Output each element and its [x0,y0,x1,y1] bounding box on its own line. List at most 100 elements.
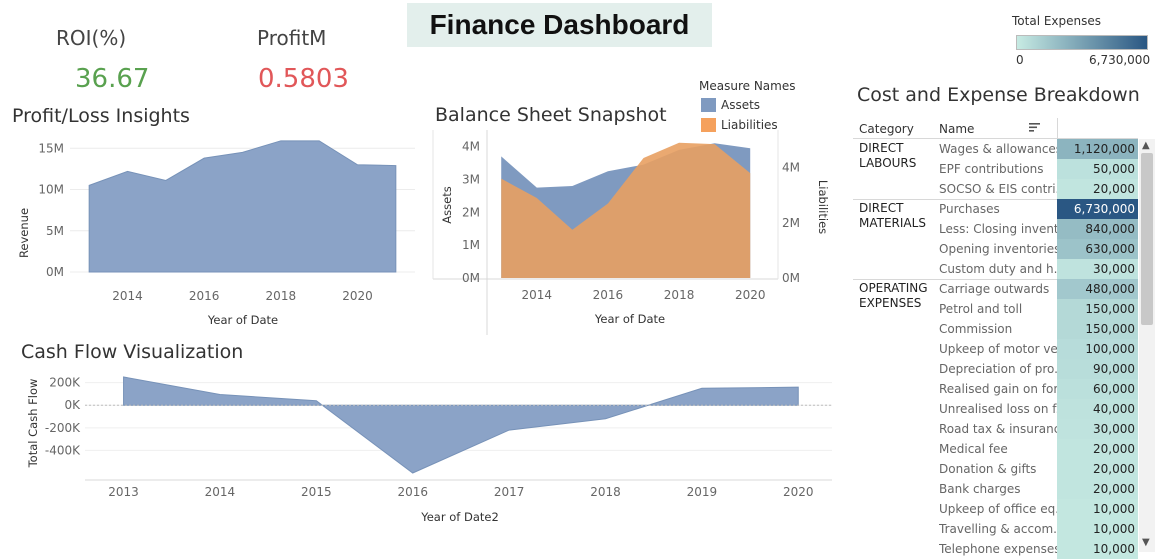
cash-flow-xtick: 2015 [301,485,332,499]
row-name: Donation & gifts [939,462,1037,476]
row-name: SOCSO & EIS contri.. [939,182,1057,196]
table-row[interactable]: Less: Closing invent.. 840,000 [853,219,1138,239]
row-name: Purchases [939,202,1000,216]
cash-flow-xtick: 2013 [108,485,139,499]
measure-legend-title: Measure Names [699,79,796,93]
row-value: 40,000 [1057,399,1138,419]
cash-flow-xtick: 2016 [397,485,428,499]
row-value: 30,000 [1057,259,1138,279]
cash-flow-xtick: 2019 [687,485,718,499]
scroll-up-icon[interactable]: ▲ [1142,140,1150,151]
table-row[interactable]: Bank charges 20,000 [853,479,1138,499]
table-row[interactable]: Purchases 6,730,000 [853,199,1138,219]
balance-sheet-y2tick: 0M [782,271,800,285]
balance-sheet-ytick: 2M [462,205,480,219]
profit-loss-xtick: 2018 [266,289,297,303]
table-row[interactable]: SOCSO & EIS contri.. 20,000 [853,179,1138,199]
column-header-name: Name [939,122,975,136]
row-name: Bank charges [939,482,1021,496]
profit-loss-xtick: 2020 [342,289,373,303]
table-row[interactable]: Carriage outwards 480,000 [853,279,1138,299]
liabilities-area [501,142,751,278]
row-name: Upkeep of motor ve.. [939,342,1057,356]
cash-flow-area [123,376,799,474]
row-value: 20,000 [1057,439,1138,459]
table-row[interactable]: Depreciation of pro.. 90,000 [853,359,1138,379]
legend-label-liabilities: Liabilities [721,118,778,132]
table-row[interactable]: Realised gain on for.. 60,000 [853,379,1138,399]
row-name: Unrealised loss on f.. [939,402,1057,416]
dashboard-title: Finance Dashboard [407,3,712,47]
table-row[interactable]: Road tax & insurance 30,000 [853,419,1138,439]
row-name: Road tax & insurance [939,422,1057,436]
balance-sheet-y2label: Liabilities [816,180,830,234]
cost-breakdown-title: Cost and Expense Breakdown [857,84,1140,106]
group-divider [853,199,1057,200]
row-value: 10,000 [1057,539,1138,559]
sort-icon[interactable] [1029,121,1041,133]
profit-loss-chart: 0M 5M 10M 15M 2014 2016 2018 2020 Revenue Year… [17,140,415,327]
table-row[interactable]: Upkeep of motor ve.. 100,000 [853,339,1138,359]
balance-sheet-y2tick: 2M [782,216,800,230]
row-value: 20,000 [1057,459,1138,479]
row-value: 1,120,000 [1057,139,1138,159]
profit-loss-ylabel: Revenue [17,208,31,258]
row-name: Upkeep of office eq.. [939,502,1057,516]
balance-sheet-y2tick: 4M [782,161,800,175]
table-row[interactable]: EPF contributions 50,000 [853,159,1138,179]
cash-flow-xtick: 2018 [590,485,621,499]
category-label: DIRECT MATERIALS [859,201,926,230]
table-row[interactable]: Travelling & accom.. 10,000 [853,519,1138,539]
balance-sheet-ytick: 1M [462,238,480,252]
balance-sheet-title: Balance Sheet Snapshot [435,104,667,126]
scroll-down-icon[interactable]: ▼ [1142,537,1150,548]
table-row[interactable]: Petrol and toll 150,000 [853,299,1138,319]
table-row[interactable]: Upkeep of office eq.. 10,000 [853,499,1138,519]
table-row[interactable]: Opening inventories 630,000 [853,239,1138,259]
row-value: 30,000 [1057,419,1138,439]
column-header-category: Category [859,122,914,136]
legend-swatch-assets [701,98,716,112]
cash-flow-xtick: 2020 [783,485,814,499]
balance-sheet-xtick: 2016 [593,288,624,302]
roi-label: ROI(%) [56,26,127,50]
balance-sheet-xtick: 2020 [735,288,766,302]
category-label: OPERATING EXPENSES [859,281,928,310]
balance-sheet-chart: 0M 1M 2M 3M 4M 0M 2M 4M 2014 2016 2018 2020 Asset… [432,130,830,335]
table-row[interactable]: Commission 150,000 [853,319,1138,339]
row-value: 90,000 [1057,359,1138,379]
row-value: 10,000 [1057,519,1138,539]
profit-loss-ytick: 10M [38,183,64,197]
row-name: Wages & allowances [939,142,1057,156]
table-row[interactable]: Telephone expenses 10,000 [853,539,1138,559]
cash-flow-xtick: 2014 [205,485,236,499]
table-row[interactable]: Medical fee 20,000 [853,439,1138,459]
table-row[interactable]: Custom duty and h.. 30,000 [853,259,1138,279]
profit-loss-title: Profit/Loss Insights [12,105,190,127]
profit-loss-xlabel: Year of Date [207,313,278,327]
profit-loss-xtick: 2014 [112,289,143,303]
row-value: 480,000 [1057,279,1138,299]
row-name: Travelling & accom.. [939,522,1057,536]
row-name: Opening inventories [939,242,1057,256]
row-value: 20,000 [1057,479,1138,499]
balance-sheet-xtick: 2018 [664,288,695,302]
row-value: 150,000 [1057,319,1138,339]
table-row[interactable]: Donation & gifts 20,000 [853,459,1138,479]
cash-flow-chart: 200K 0K -200K -400K 2013 2014 2015 2016 2017 201… [26,376,832,524]
row-value: 50,000 [1057,159,1138,179]
color-legend-title: Total Expenses [1012,14,1102,28]
table-row[interactable]: Wages & allowances 1,120,000 [853,139,1138,159]
cash-flow-ytick: -200K [45,421,81,435]
balance-sheet-ytick: 3M [462,172,480,186]
profit-loss-ytick: 5M [46,224,64,238]
row-value: 840,000 [1057,219,1138,239]
legend-swatch-liabilities [701,118,716,132]
table-row[interactable]: Unrealised loss on f.. 40,000 [853,399,1138,419]
roi-value: 36.67 [75,64,150,94]
scrollbar-thumb[interactable] [1141,153,1153,325]
cash-flow-ytick: -400K [45,443,81,457]
color-legend-min: 0 [1016,53,1024,67]
table-header-divider [853,138,1138,139]
row-value: 6,730,000 [1057,199,1138,219]
